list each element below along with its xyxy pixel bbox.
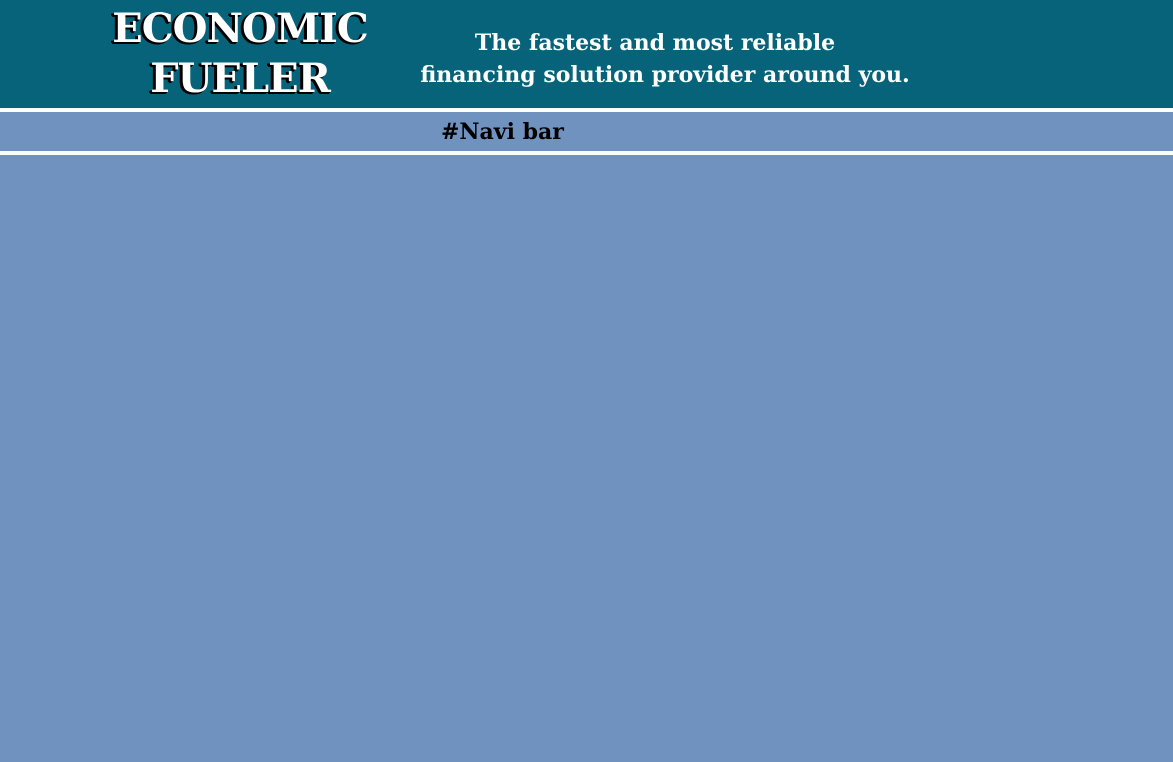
header-divider bbox=[0, 108, 1173, 112]
logo-line-2: FUELER bbox=[150, 55, 331, 102]
site-header: ECONOMIC FUELER The fastest and most rel… bbox=[0, 0, 1173, 108]
tagline-line-2: financing solution provider around you. bbox=[420, 62, 910, 88]
main-content-area bbox=[0, 155, 1173, 762]
tagline-line-1: The fastest and most reliable bbox=[474, 30, 836, 56]
navbar-divider bbox=[0, 151, 1173, 155]
navigation-bar: #Navi bar bbox=[0, 112, 1173, 151]
site-tagline: The fastest and most reliable financing … bbox=[395, 27, 935, 91]
nav-bar-label: #Navi bar bbox=[441, 119, 564, 145]
site-logo[interactable]: ECONOMIC FUELER bbox=[110, 4, 370, 104]
logo-line-1: ECONOMIC bbox=[112, 5, 368, 52]
